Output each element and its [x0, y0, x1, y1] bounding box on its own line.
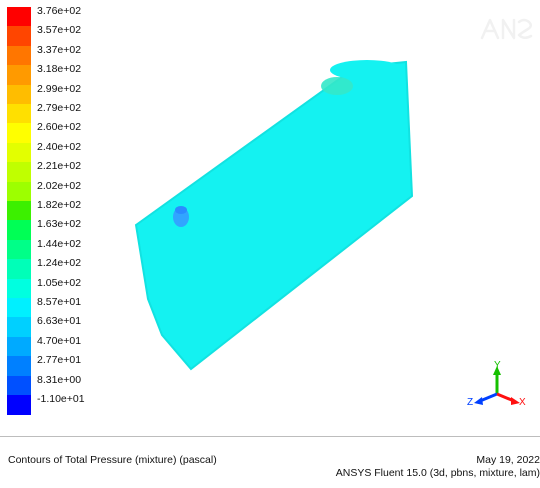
legend-label-0: 3.76e+02 — [37, 5, 82, 17]
legend-label-11: 1.63e+02 — [37, 218, 82, 231]
solver-version: ANSYS Fluent 15.0 (3d, pbns, mixture, la… — [335, 467, 540, 479]
legend-label-3: 3.18e+02 — [37, 63, 82, 76]
nozzle — [173, 206, 189, 227]
cylinder-top-cap — [330, 60, 404, 80]
legend-swatch-5 — [7, 104, 31, 124]
legend-swatch-20 — [7, 395, 31, 415]
x-axis-arrow — [511, 397, 520, 405]
legend-label-12: 1.44e+02 — [37, 237, 82, 250]
legend-swatch-2 — [7, 45, 31, 66]
legend-label-1: 3.57e+02 — [37, 24, 82, 37]
legend-swatch-10 — [7, 201, 31, 221]
legend-swatch-17 — [7, 336, 31, 357]
x-axis-label: X — [519, 397, 526, 408]
legend-label-13: 1.24e+02 — [37, 257, 82, 270]
legend-label-16: 6.63e+01 — [37, 315, 82, 328]
legend-label-4: 2.99e+02 — [37, 82, 82, 95]
legend-swatch-0 — [7, 7, 31, 27]
axis-triad: Y Z X — [467, 360, 526, 408]
legend-swatch-3 — [7, 65, 31, 86]
legend-swatch-13 — [7, 259, 31, 280]
legend-swatch-18 — [7, 356, 31, 377]
legend-swatch-4 — [7, 84, 31, 105]
legend-label-19: 8.31e+00 — [37, 373, 82, 386]
legend-label-2: 3.37e+02 — [37, 43, 82, 56]
cylinder-contour-view[interactable] — [0, 0, 540, 418]
legend-label-7: 2.40e+02 — [37, 140, 82, 153]
legend-swatch-9 — [7, 181, 31, 202]
legend-label-14: 1.05e+02 — [37, 276, 82, 289]
legend-swatch-12 — [7, 239, 31, 260]
legend-label-9: 2.02e+02 — [37, 179, 82, 192]
legend-swatch-1 — [7, 26, 31, 47]
legend-label-20: -1.10e+01 — [37, 393, 85, 405]
plot-footer: Contours of Total Pressure (mixture) (pa… — [0, 436, 540, 488]
ansys-watermark-icon — [480, 18, 533, 40]
legend-swatch-19 — [7, 375, 31, 396]
legend-swatch-16 — [7, 317, 31, 338]
legend-swatch-14 — [7, 278, 31, 299]
legend-swatch-7 — [7, 142, 31, 163]
legend-swatch-6 — [7, 123, 31, 144]
legend-swatch-11 — [7, 220, 31, 241]
legend-label-18: 2.77e+01 — [37, 354, 82, 367]
legend-label-6: 2.60e+02 — [37, 121, 82, 134]
legend-label-10: 1.82e+02 — [37, 199, 82, 211]
top-spot — [321, 77, 353, 95]
legend-swatch-15 — [7, 298, 31, 318]
z-axis-arrow — [474, 397, 483, 405]
z-axis-line — [479, 392, 498, 403]
legend-label-15: 8.57e+01 — [37, 296, 82, 308]
legend-label-5: 2.79e+02 — [37, 102, 82, 114]
y-axis-arrow — [493, 366, 501, 375]
y-axis-label: Y — [494, 360, 501, 371]
contour-legend: 3.76e+02 3.57e+02 3.37e+02 3.18e+02 2.99e+02… — [0, 0, 140, 418]
z-axis-label: Z — [467, 397, 473, 408]
legend-swatch-8 — [7, 162, 31, 183]
plot-title: Contours of Total Pressure (mixture) (pa… — [8, 454, 217, 466]
legend-label-8: 2.21e+02 — [37, 160, 82, 173]
plot-date: May 19, 2022 — [476, 454, 540, 466]
legend-label-17: 4.70e+01 — [37, 334, 82, 347]
graphics-viewport[interactable]: 3.76e+02 3.57e+02 3.37e+02 3.18e+02 2.99e+02… — [0, 0, 540, 418]
